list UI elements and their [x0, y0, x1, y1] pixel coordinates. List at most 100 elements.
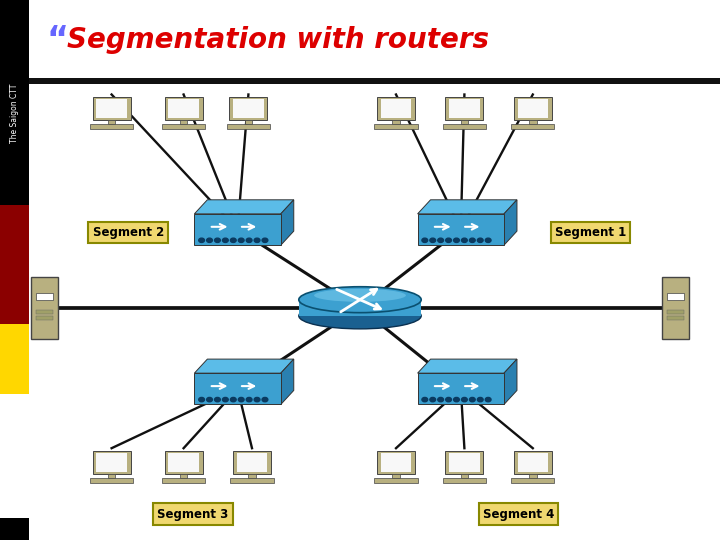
- Circle shape: [222, 238, 228, 242]
- FancyBboxPatch shape: [446, 97, 483, 120]
- FancyBboxPatch shape: [180, 120, 187, 124]
- FancyBboxPatch shape: [418, 214, 504, 245]
- Circle shape: [215, 397, 220, 402]
- Circle shape: [485, 397, 491, 402]
- Circle shape: [454, 238, 459, 242]
- Circle shape: [438, 238, 444, 242]
- Circle shape: [477, 397, 483, 402]
- FancyBboxPatch shape: [392, 120, 400, 124]
- Text: The Saigon CTT: The Saigon CTT: [10, 84, 19, 143]
- FancyBboxPatch shape: [237, 453, 267, 471]
- Circle shape: [422, 397, 428, 402]
- Ellipse shape: [299, 287, 421, 313]
- Circle shape: [238, 397, 244, 402]
- FancyBboxPatch shape: [518, 453, 548, 471]
- FancyBboxPatch shape: [230, 97, 267, 120]
- Text: Segment 3: Segment 3: [158, 508, 228, 521]
- FancyBboxPatch shape: [233, 451, 271, 474]
- Circle shape: [215, 238, 220, 242]
- Polygon shape: [504, 359, 517, 404]
- FancyBboxPatch shape: [248, 474, 256, 478]
- Text: “: “: [47, 24, 69, 57]
- Circle shape: [477, 238, 483, 242]
- FancyBboxPatch shape: [93, 451, 130, 474]
- Text: Segment 1: Segment 1: [555, 226, 626, 239]
- FancyBboxPatch shape: [96, 99, 127, 118]
- Text: Segment 2: Segment 2: [93, 226, 163, 239]
- FancyBboxPatch shape: [227, 124, 270, 129]
- Circle shape: [446, 238, 451, 242]
- FancyBboxPatch shape: [31, 276, 58, 339]
- FancyBboxPatch shape: [0, 205, 29, 324]
- FancyBboxPatch shape: [37, 293, 53, 300]
- FancyBboxPatch shape: [194, 373, 281, 404]
- FancyBboxPatch shape: [374, 124, 418, 129]
- Circle shape: [199, 238, 204, 242]
- Circle shape: [430, 238, 436, 242]
- FancyBboxPatch shape: [529, 474, 536, 478]
- FancyBboxPatch shape: [514, 97, 552, 120]
- Circle shape: [230, 397, 236, 402]
- Polygon shape: [194, 200, 294, 214]
- FancyBboxPatch shape: [443, 124, 486, 129]
- FancyBboxPatch shape: [29, 78, 720, 84]
- FancyBboxPatch shape: [96, 453, 127, 471]
- FancyBboxPatch shape: [165, 451, 202, 474]
- Circle shape: [254, 238, 260, 242]
- FancyBboxPatch shape: [514, 451, 552, 474]
- FancyBboxPatch shape: [461, 120, 468, 124]
- FancyBboxPatch shape: [0, 324, 29, 394]
- FancyBboxPatch shape: [194, 214, 281, 245]
- FancyBboxPatch shape: [245, 120, 252, 124]
- Circle shape: [199, 397, 204, 402]
- Polygon shape: [281, 359, 294, 404]
- Circle shape: [207, 238, 212, 242]
- Text: Segment 4: Segment 4: [482, 508, 554, 521]
- FancyBboxPatch shape: [667, 316, 683, 320]
- Circle shape: [422, 238, 428, 242]
- FancyBboxPatch shape: [518, 99, 548, 118]
- FancyBboxPatch shape: [449, 453, 480, 471]
- FancyBboxPatch shape: [377, 451, 415, 474]
- FancyBboxPatch shape: [90, 478, 133, 483]
- Circle shape: [430, 397, 436, 402]
- FancyBboxPatch shape: [377, 97, 415, 120]
- Circle shape: [485, 238, 491, 242]
- Polygon shape: [281, 200, 294, 245]
- FancyBboxPatch shape: [667, 293, 683, 300]
- FancyBboxPatch shape: [667, 310, 683, 314]
- FancyBboxPatch shape: [392, 474, 400, 478]
- FancyBboxPatch shape: [0, 0, 29, 205]
- Circle shape: [462, 238, 467, 242]
- Polygon shape: [504, 200, 517, 245]
- FancyBboxPatch shape: [461, 474, 468, 478]
- Circle shape: [438, 397, 444, 402]
- Circle shape: [246, 238, 252, 242]
- FancyBboxPatch shape: [165, 97, 202, 120]
- FancyBboxPatch shape: [381, 99, 411, 118]
- Polygon shape: [418, 359, 517, 373]
- FancyBboxPatch shape: [374, 478, 418, 483]
- Circle shape: [262, 238, 268, 242]
- FancyBboxPatch shape: [418, 373, 504, 404]
- Circle shape: [246, 397, 252, 402]
- Circle shape: [238, 238, 244, 242]
- FancyBboxPatch shape: [662, 276, 689, 339]
- FancyBboxPatch shape: [93, 97, 130, 120]
- FancyBboxPatch shape: [37, 316, 53, 320]
- FancyBboxPatch shape: [168, 99, 199, 118]
- Polygon shape: [194, 359, 294, 373]
- FancyBboxPatch shape: [529, 120, 536, 124]
- FancyBboxPatch shape: [0, 518, 29, 540]
- FancyBboxPatch shape: [230, 478, 274, 483]
- Circle shape: [446, 397, 451, 402]
- FancyBboxPatch shape: [180, 474, 187, 478]
- FancyBboxPatch shape: [108, 120, 115, 124]
- FancyBboxPatch shape: [299, 300, 421, 316]
- Circle shape: [207, 397, 212, 402]
- Circle shape: [454, 397, 459, 402]
- Circle shape: [469, 397, 475, 402]
- Polygon shape: [418, 200, 517, 214]
- FancyBboxPatch shape: [446, 451, 483, 474]
- Ellipse shape: [314, 289, 406, 302]
